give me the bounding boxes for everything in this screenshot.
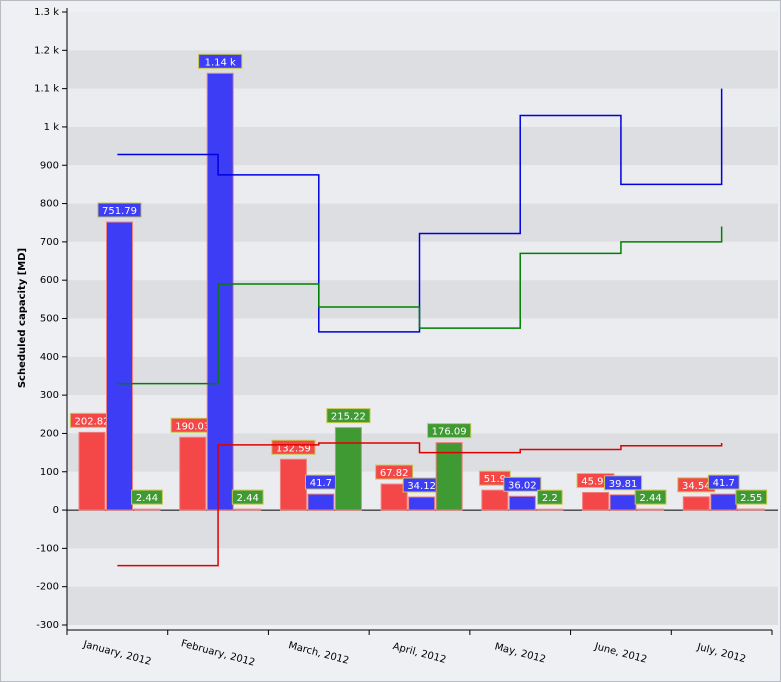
y-tick-label: 800 — [40, 199, 59, 210]
bar — [637, 508, 665, 511]
y-tick-label: 100 — [40, 467, 59, 478]
value-label: 2.44 — [136, 493, 158, 504]
y-tick-label: 600 — [40, 275, 59, 286]
y-tick-label: -300 — [36, 620, 59, 631]
grid-band — [67, 241, 778, 281]
y-tick-label: 1.1 k — [34, 84, 59, 95]
value-label-box — [634, 489, 667, 505]
grid-band — [67, 12, 778, 51]
value-label-box — [231, 489, 264, 505]
value-label: 39.81 — [609, 479, 638, 490]
value-label: 34.12 — [407, 481, 436, 492]
bar — [582, 491, 610, 511]
value-label-box — [537, 489, 563, 505]
bar — [307, 493, 335, 511]
bar — [408, 496, 436, 511]
grid-band — [67, 88, 778, 127]
bar — [279, 458, 307, 511]
value-label-box — [131, 489, 163, 505]
value-label: 41.7 — [713, 478, 735, 489]
y-tick-label: 400 — [40, 352, 59, 363]
y-tick-label: 0 — [53, 505, 59, 516]
value-label-box — [326, 408, 371, 424]
value-label-box — [375, 464, 414, 480]
bar — [508, 495, 536, 511]
y-tick-label: 300 — [40, 390, 59, 401]
y-axis-title: Scheduled capacity [MD] — [17, 248, 28, 388]
value-label: 1.14 k — [205, 57, 236, 68]
grid-band — [67, 50, 778, 89]
bar — [737, 508, 765, 511]
step-line — [117, 442, 723, 567]
value-label: 67.82 — [380, 468, 409, 479]
value-label: 176.09 — [432, 427, 467, 438]
grid-band — [67, 548, 778, 587]
value-label: 2.55 — [740, 493, 762, 504]
value-label-box — [707, 474, 740, 490]
value-label: 45.93 — [581, 476, 610, 487]
value-label-box — [427, 423, 472, 439]
bar — [206, 72, 234, 511]
value-label: 751.79 — [102, 206, 137, 217]
y-tick-label: 1.3 k — [34, 7, 59, 18]
value-label: 2.2 — [542, 493, 558, 504]
grid-band — [67, 586, 778, 625]
y-tick-label: 500 — [40, 314, 59, 325]
value-label: 215.22 — [331, 412, 366, 423]
value-label-box — [735, 489, 768, 505]
value-label: 2.44 — [639, 493, 661, 504]
bar — [682, 496, 710, 511]
bar — [710, 493, 738, 511]
bar — [334, 427, 362, 511]
y-tick-label: 1 k — [44, 122, 60, 133]
bar — [536, 508, 564, 511]
bar — [481, 489, 509, 511]
value-label: 41.7 — [310, 478, 332, 489]
step-line — [117, 88, 723, 333]
grid-band — [67, 510, 778, 549]
value-label: 36.02 — [508, 480, 537, 491]
value-label-box — [503, 476, 542, 492]
bar — [179, 436, 207, 511]
grid-band — [67, 318, 778, 357]
bar — [234, 508, 262, 511]
value-label-box — [604, 475, 643, 491]
y-tick-label: 700 — [40, 237, 59, 248]
value-label-box — [198, 53, 243, 69]
value-label: 34.54 — [682, 481, 711, 492]
step-line — [117, 226, 723, 385]
y-tick-label: -200 — [36, 582, 59, 593]
grid-band — [67, 356, 778, 396]
bar — [78, 431, 106, 511]
value-label: 132.59 — [276, 443, 311, 454]
y-tick-label: 1.2 k — [34, 45, 59, 56]
grid-band — [67, 203, 778, 242]
value-label-box — [97, 202, 142, 218]
bar — [435, 442, 463, 511]
y-tick-label: 200 — [40, 428, 59, 439]
grid-band — [67, 126, 778, 166]
y-tick-label: -100 — [36, 543, 59, 554]
value-label: 51.9 — [484, 474, 506, 485]
value-label: 202.82 — [75, 416, 110, 427]
y-tick-label: 900 — [40, 160, 59, 171]
value-label: 2.44 — [237, 493, 259, 504]
bar — [133, 508, 161, 511]
value-label-box — [271, 439, 316, 455]
grid-band — [67, 280, 778, 319]
value-label: 190.03 — [175, 421, 210, 432]
bar — [106, 221, 133, 511]
bar — [609, 494, 637, 511]
